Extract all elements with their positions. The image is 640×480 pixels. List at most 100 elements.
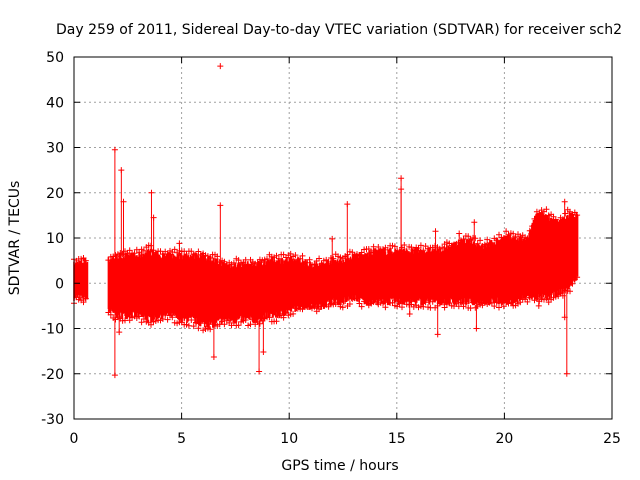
data-point bbox=[346, 301, 353, 307]
y-tick-label: -20 bbox=[41, 367, 64, 383]
y-tick-label: 40 bbox=[46, 95, 64, 111]
data-point bbox=[159, 316, 166, 322]
data-point bbox=[138, 319, 145, 326]
data-point bbox=[280, 314, 287, 321]
data-layer bbox=[71, 63, 581, 379]
data-point bbox=[354, 295, 360, 302]
data-point bbox=[292, 252, 299, 259]
spike-point bbox=[456, 230, 463, 237]
data-point bbox=[365, 246, 372, 252]
data-point bbox=[124, 312, 131, 319]
y-tick-label: -10 bbox=[41, 322, 64, 338]
data-point bbox=[311, 261, 318, 268]
spike-point bbox=[210, 354, 217, 360]
data-point bbox=[375, 244, 382, 250]
chart-title: Day 259 of 2011, Sidereal Day-to-day VTE… bbox=[56, 22, 622, 38]
data-point bbox=[342, 298, 349, 304]
data-point bbox=[524, 298, 531, 305]
data-point bbox=[188, 317, 195, 323]
spike-point bbox=[150, 214, 157, 221]
data-point bbox=[242, 317, 249, 323]
data-point bbox=[197, 320, 204, 327]
y-tick-label: -30 bbox=[41, 412, 64, 428]
spike-point bbox=[116, 329, 123, 336]
data-point bbox=[188, 248, 195, 255]
y-tick-label: 30 bbox=[46, 141, 64, 157]
data-point bbox=[470, 299, 476, 306]
data-point bbox=[562, 210, 569, 217]
data-point bbox=[460, 236, 467, 243]
data-point bbox=[401, 242, 408, 248]
x-tick-label: 20 bbox=[495, 431, 513, 447]
data-point bbox=[249, 316, 256, 323]
data-point bbox=[439, 299, 446, 306]
data-point bbox=[529, 223, 536, 230]
data-point bbox=[574, 212, 581, 219]
data-point bbox=[500, 303, 507, 310]
data-point bbox=[474, 240, 481, 247]
x-tick-label: 25 bbox=[603, 431, 621, 447]
data-point bbox=[484, 236, 491, 243]
data-point bbox=[136, 313, 143, 320]
data-point bbox=[221, 258, 228, 265]
data-point bbox=[221, 321, 228, 328]
data-point bbox=[496, 304, 502, 311]
data-point bbox=[472, 235, 479, 242]
data-point bbox=[164, 316, 171, 323]
data-point bbox=[325, 259, 332, 265]
data-point bbox=[171, 246, 178, 253]
spike-point bbox=[120, 198, 127, 205]
spike-point bbox=[406, 311, 413, 317]
data-point bbox=[531, 215, 538, 222]
spike-point bbox=[434, 331, 441, 338]
data-point bbox=[555, 221, 562, 228]
data-point bbox=[169, 314, 176, 321]
spike-point bbox=[561, 198, 568, 205]
data-point bbox=[207, 326, 214, 333]
data-point bbox=[500, 235, 507, 242]
spike-point bbox=[535, 302, 542, 309]
data-point bbox=[479, 302, 486, 309]
data-point bbox=[266, 314, 273, 321]
data-point bbox=[264, 255, 270, 262]
spike-point bbox=[473, 325, 480, 332]
x-tick-label: 5 bbox=[177, 431, 186, 447]
data-point bbox=[80, 299, 87, 306]
data-point bbox=[207, 255, 214, 261]
data-point bbox=[552, 216, 559, 223]
data-point bbox=[488, 300, 495, 306]
spike-point bbox=[256, 368, 263, 375]
data-point bbox=[193, 319, 199, 326]
data-point bbox=[567, 288, 573, 295]
spike-point bbox=[111, 146, 118, 153]
spike-point bbox=[344, 201, 351, 208]
spike-point bbox=[329, 235, 336, 242]
data-point bbox=[190, 323, 197, 330]
spike-point bbox=[563, 370, 570, 377]
data-point bbox=[290, 310, 297, 317]
data-point bbox=[462, 300, 469, 307]
data-point bbox=[273, 318, 280, 325]
data-point bbox=[339, 304, 346, 311]
spike-point bbox=[217, 202, 224, 209]
data-point bbox=[396, 300, 403, 307]
spike-point bbox=[260, 349, 267, 355]
spike-point bbox=[561, 314, 568, 321]
data-point bbox=[429, 298, 436, 305]
spike-point bbox=[118, 167, 125, 174]
data-point bbox=[380, 300, 386, 307]
data-point bbox=[493, 237, 500, 244]
data-point bbox=[569, 280, 576, 287]
data-point bbox=[275, 255, 282, 262]
data-point bbox=[335, 299, 342, 306]
spike-point bbox=[471, 219, 478, 226]
spike-point bbox=[148, 189, 155, 196]
data-point bbox=[356, 300, 363, 307]
ticks: 0 5 10 15 20 25 -30 -20 -10 0 10 20 30 40 50 bbox=[41, 50, 621, 447]
data-point bbox=[368, 249, 375, 256]
data-point bbox=[384, 246, 391, 253]
data-point bbox=[214, 253, 221, 260]
data-point bbox=[382, 304, 389, 311]
data-point bbox=[299, 252, 306, 259]
data-point bbox=[403, 248, 410, 255]
